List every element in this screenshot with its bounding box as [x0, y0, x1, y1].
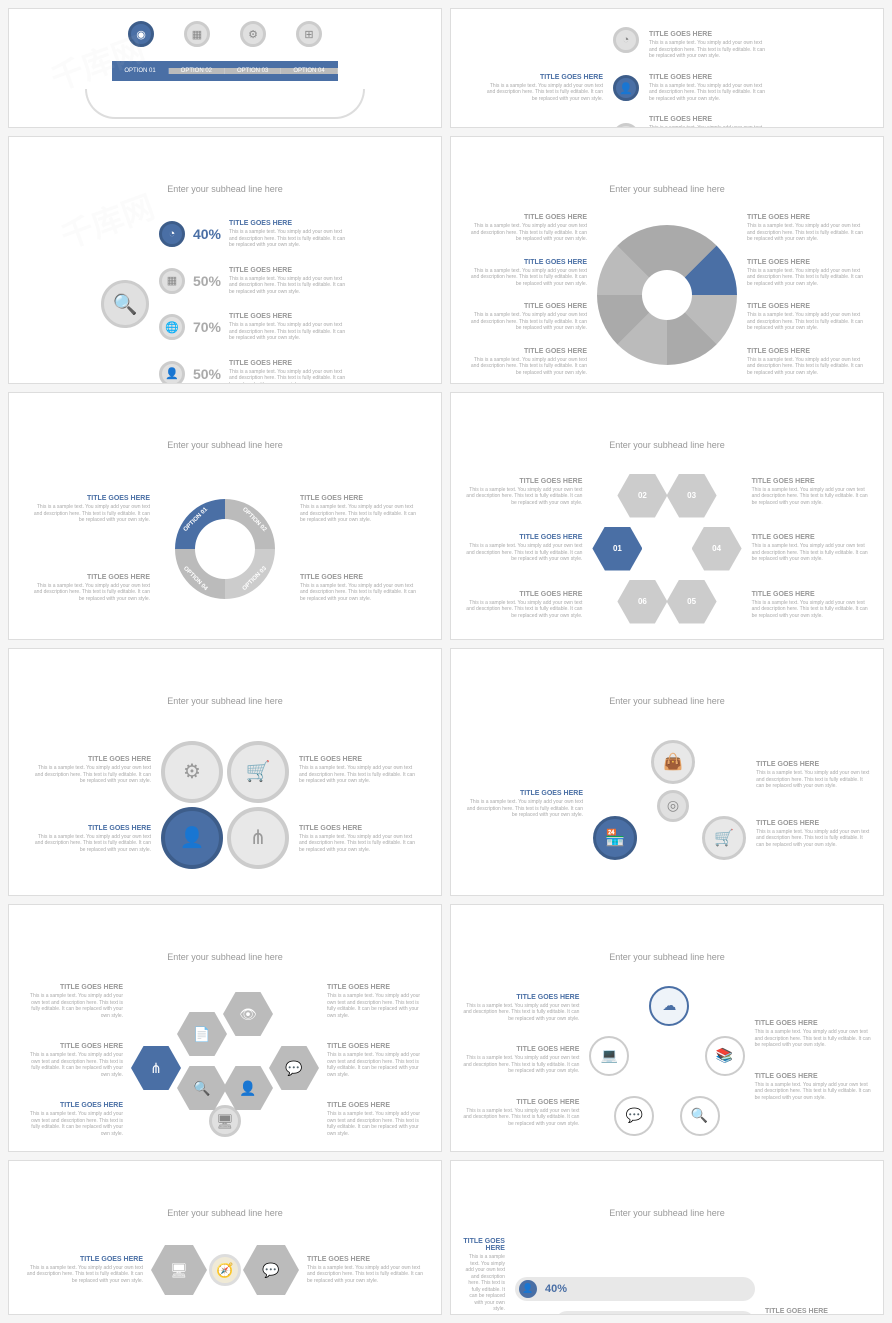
text-block: TITLE GOES HERE This is a sample text. Y…	[483, 74, 603, 103]
share-icon: ⋔	[227, 807, 289, 869]
search-icon: 🔍	[101, 280, 149, 328]
cart-icon: 🛒	[227, 741, 289, 803]
user-icon: 👤	[519, 1280, 537, 1298]
compass-icon: 🧭	[209, 1254, 241, 1286]
ring-chart	[597, 225, 737, 365]
slide-10: Enter your subhead line here TITLE GOES …	[450, 904, 884, 1152]
gear-icon: ⚙	[240, 21, 266, 47]
globe-icon: 🌐	[159, 314, 185, 340]
progress-bar: ≡50%	[555, 1311, 755, 1316]
slide-3: Enter your subhead line here 千库网 🔍 ◔40%T…	[8, 136, 442, 384]
stack-icon: ≡	[559, 1314, 577, 1316]
slide-4: Enter your subhead line here TITLE GOES …	[450, 136, 884, 384]
doc-icon: ▦	[184, 21, 210, 47]
cart-icon: 🛒	[702, 816, 746, 860]
tri-diagram: 👜 🏪 🛒 ◎	[593, 740, 746, 870]
hex-icon: 💬	[269, 1046, 319, 1090]
option-3: OPTION 03	[225, 68, 281, 74]
map-icon: ▦	[159, 268, 185, 294]
slide-5: Enter your subhead line here TITLE GOES …	[8, 392, 442, 640]
cloud-icon: ☁	[649, 986, 689, 1026]
cart-icon: ⊞	[296, 21, 322, 47]
slide-grid: 千库网 ◉ ▦ ⚙ ⊞ OPTION 01 OPTION 02 OPTION 0…	[0, 0, 892, 1323]
slide-6: Enter your subhead line here TITLE GOES …	[450, 392, 884, 640]
hex-icon: 👁	[223, 992, 273, 1036]
search-icon: 👤	[613, 75, 639, 101]
user-icon: 👤	[161, 807, 223, 869]
four-circles: ⚙ 🛒 👤 ⋔	[161, 741, 289, 869]
hex-diagram: 02 03 01 04 06 05	[592, 474, 741, 624]
monitor-icon: 🖥	[151, 1245, 207, 1295]
books-icon: 📚	[705, 1036, 745, 1076]
chat-icon: 💬	[243, 1245, 299, 1295]
laptop-icon: 💻	[589, 1036, 629, 1076]
slide-2: TITLE GOES HERE This is a sample text. Y…	[450, 8, 884, 128]
subhead: Enter your subhead line here	[167, 184, 283, 194]
hex-icon: 🔍	[177, 1066, 227, 1110]
option-2: OPTION 02	[169, 68, 225, 74]
chat-icon: 💬	[614, 1096, 654, 1136]
cycle-diagram: OPTION 01 OPTION 02 OPTION 03 OPTION 04	[160, 484, 290, 614]
slide-1: 千库网 ◉ ▦ ⚙ ⊞ OPTION 01 OPTION 02 OPTION 0…	[8, 8, 442, 128]
hex-icon: ⋔	[131, 1046, 181, 1090]
search-icon: 🔍	[680, 1096, 720, 1136]
progress-bar: 👤40%	[515, 1277, 755, 1301]
pie-icon: ◔	[159, 221, 185, 247]
slide-9: Enter your subhead line here TITLE GOES …	[8, 904, 442, 1152]
bag-icon: 👜	[651, 740, 695, 784]
center-icon: ◎	[657, 790, 689, 822]
pentagon-diagram: ☁ 💻 📚 💬 🔍	[589, 986, 744, 1136]
option-4: OPTION 04	[281, 68, 337, 74]
gear-icon: ⚙	[161, 741, 223, 803]
user-icon: 👤	[159, 361, 185, 384]
store-icon: 🏪	[593, 816, 637, 860]
gear-icon: ⚙	[613, 123, 639, 128]
slide-7: Enter your subhead line here TITLE GOES …	[8, 648, 442, 896]
pie-icon: ◔	[613, 27, 639, 53]
slide-8: Enter your subhead line here TITLE GOES …	[450, 648, 884, 896]
slide-11: Enter your subhead line here TITLE GOES …	[8, 1160, 442, 1315]
slide-12: Enter your subhead line here TITLE GOES …	[450, 1160, 884, 1315]
hex-icon: 👤	[223, 1066, 273, 1110]
